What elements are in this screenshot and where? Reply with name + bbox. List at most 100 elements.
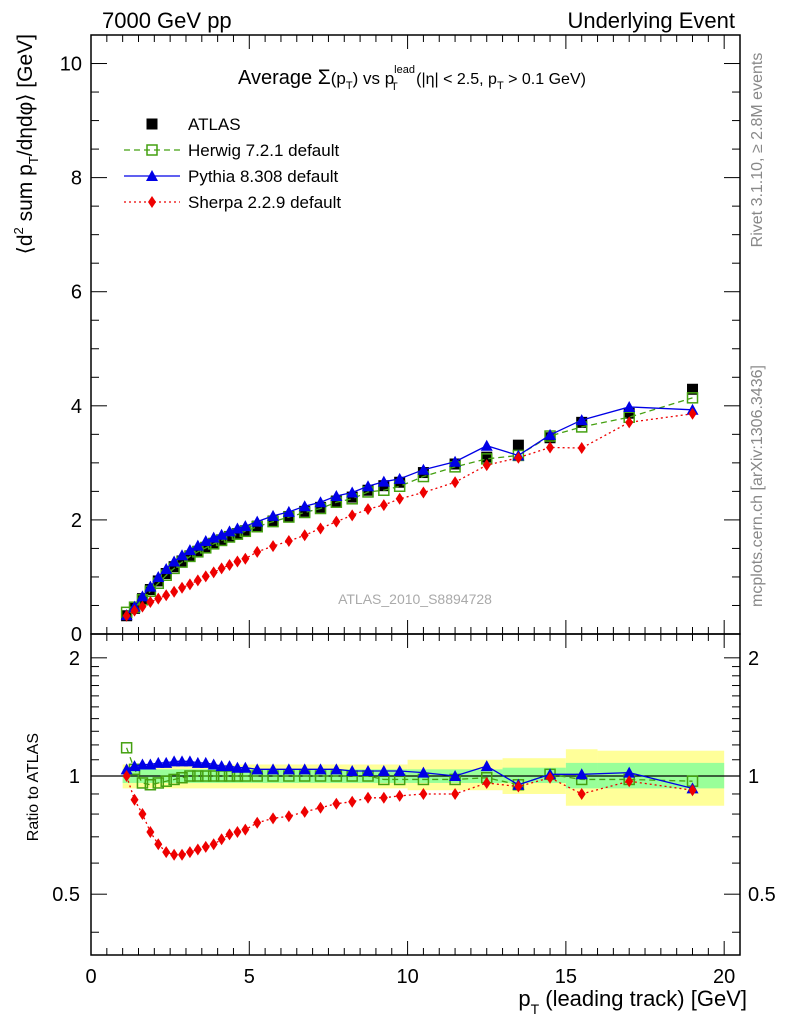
ratio-series-point	[362, 764, 375, 776]
main-series-point	[315, 501, 327, 513]
legend-item: Pythia 8.308 default	[124, 167, 339, 186]
ratio-series-point	[154, 838, 163, 851]
main-series-point	[162, 589, 171, 602]
ratio-series-point	[217, 833, 226, 846]
main-series-point	[269, 540, 278, 553]
ratio-series-point	[300, 805, 309, 818]
ratio-series-point	[120, 763, 133, 775]
main-series-point	[253, 545, 262, 558]
ratio-series-point	[152, 756, 165, 768]
main-series-point	[225, 558, 234, 571]
main-series-point	[623, 400, 636, 412]
main-series-point	[267, 509, 280, 521]
main-series-pythia	[120, 400, 699, 621]
main-series-point	[193, 574, 202, 587]
y-tick-label: 8	[71, 168, 82, 190]
y-tick-label: 4	[71, 396, 82, 418]
main-series-point	[138, 600, 147, 613]
ratio-series-point	[348, 795, 357, 808]
main-series-point	[546, 441, 555, 454]
main-series-point	[152, 570, 165, 582]
main-series-point	[300, 529, 309, 542]
ratio-series-point	[449, 770, 462, 782]
ratio-series-point	[419, 787, 428, 800]
ratio-series-point	[152, 777, 165, 789]
main-series-point	[185, 578, 194, 591]
main-series-point	[482, 459, 491, 472]
ratio-series-point	[207, 770, 220, 782]
legend-item: ATLAS	[146, 115, 241, 134]
ratio-series-point	[209, 838, 218, 851]
main-series-line	[126, 397, 693, 613]
main-series-point	[176, 549, 189, 561]
header-right: Underlying Event	[567, 8, 735, 33]
main-series-point	[207, 531, 220, 543]
main-series-point	[395, 492, 404, 505]
x-tick-label: 10	[396, 966, 418, 988]
main-series-point	[544, 428, 557, 440]
legend-marker	[146, 170, 158, 181]
ratio-y-axis-label: Ratio to ATLAS	[25, 733, 42, 841]
ratio-series-line	[125, 775, 693, 856]
ratio-series-point	[233, 826, 242, 839]
ratio-series-point	[176, 771, 188, 784]
main-series-point	[419, 486, 428, 499]
main-series-point	[224, 530, 236, 542]
legend-label: ATLAS	[188, 115, 241, 134]
main-series-point	[130, 604, 139, 617]
main-series-point	[577, 442, 586, 455]
ratio-tick-label-right: 0.5	[748, 884, 776, 906]
ratio-series-point	[192, 770, 204, 782]
ratio-series-point	[625, 775, 634, 788]
main-series-point	[299, 505, 311, 517]
main-series-point	[223, 525, 236, 537]
ratio-series-pythia	[120, 755, 699, 794]
ratio-series-point	[267, 763, 280, 775]
main-series-point	[512, 439, 524, 451]
ratio-series-point	[185, 846, 194, 859]
main-series-point	[241, 552, 250, 565]
main-series-point	[176, 555, 188, 567]
header-left: 7000 GeV pp	[102, 8, 232, 33]
ratio-tick-label: 2	[69, 648, 80, 670]
ratio-series-point	[168, 773, 180, 786]
ratio-series-point	[223, 760, 236, 772]
ratio-series-point	[623, 766, 636, 778]
ratio-series-point	[144, 779, 157, 791]
x-tick-label: 5	[244, 966, 255, 988]
ratio-tick-label-right: 1	[748, 766, 759, 788]
ratio-series-point	[193, 843, 202, 856]
main-series-line	[126, 413, 693, 617]
main-series-point	[168, 561, 180, 573]
main-series-point	[449, 455, 462, 467]
ratio-series-point	[251, 763, 264, 775]
main-series-point	[191, 539, 204, 551]
main-series-point	[362, 480, 375, 492]
ratio-series-point	[122, 770, 131, 783]
main-series-point	[178, 581, 187, 594]
ratio-tick-label: 1	[69, 766, 80, 788]
main-series-point	[451, 476, 460, 489]
main-series-line	[126, 406, 693, 616]
legend-marker	[146, 144, 158, 156]
main-series-point	[239, 520, 252, 532]
ratio-plot-frame	[90, 633, 741, 956]
main-series-point	[379, 499, 388, 512]
ratio-series-point	[480, 760, 493, 772]
ratio-series-point	[200, 770, 212, 782]
main-series-point	[122, 609, 131, 622]
x-tick-label: 0	[85, 966, 96, 988]
y-tick-label: 2	[71, 510, 82, 532]
main-series-herwig	[120, 392, 699, 619]
ratio-series-point	[417, 766, 430, 778]
ratio-series-point	[482, 776, 491, 789]
main-series-point	[170, 585, 179, 598]
legend-marker	[148, 196, 156, 208]
ratio-series-point	[215, 760, 228, 772]
ratio-series-point	[170, 848, 179, 861]
main-series-point	[346, 486, 359, 498]
main-series-point	[330, 489, 343, 501]
main-series-point	[364, 503, 373, 516]
ratio-series-point	[160, 775, 172, 787]
